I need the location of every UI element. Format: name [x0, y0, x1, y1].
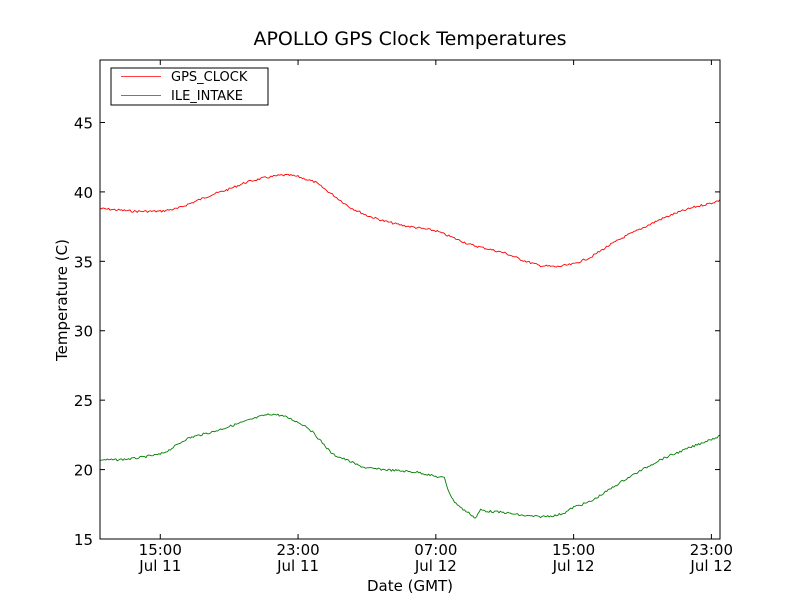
x-tick-date-label: Jul 11: [138, 557, 181, 575]
y-tick-label: 45: [74, 114, 93, 132]
x-tick-time-label: 23:00: [276, 541, 319, 559]
y-tick-label: 40: [74, 184, 93, 202]
y-tick-label: 15: [74, 531, 93, 549]
y-tick-label: 30: [74, 323, 93, 341]
series-layer: [99, 173, 721, 519]
y-tick-label: 20: [74, 462, 93, 480]
x-tick-date-label: Jul 12: [689, 557, 732, 575]
y-axis-label: Temperature (C): [53, 239, 71, 362]
x-tick-time-label: 15:00: [139, 541, 182, 559]
x-axis-label: Date (GMT): [367, 577, 453, 595]
plot-frame: [99, 59, 721, 540]
x-tick-date-label: Jul 12: [552, 557, 595, 575]
x-tick-time-label: 15:00: [552, 541, 595, 559]
legend-label-ile-intake: ILE_INTAKE: [171, 89, 243, 104]
y-tick-label: 25: [74, 392, 93, 410]
chart-title: APOLLO GPS Clock Temperatures: [253, 28, 566, 50]
x-tick-date-label: Jul 12: [414, 557, 457, 575]
x-tick-time-label: 07:00: [414, 541, 457, 559]
legend-label-gps-clock: GPS_CLOCK: [171, 70, 248, 85]
y-tick-label: 35: [74, 253, 93, 271]
x-tick-date-label: Jul 11: [276, 557, 319, 575]
series-line-ile-intake: [99, 413, 721, 519]
x-tick-time-label: 23:00: [690, 541, 733, 559]
legend: GPS_CLOCK ILE_INTAKE: [110, 67, 269, 106]
series-line-gps-clock: [99, 173, 721, 268]
legend-box: [110, 67, 269, 106]
